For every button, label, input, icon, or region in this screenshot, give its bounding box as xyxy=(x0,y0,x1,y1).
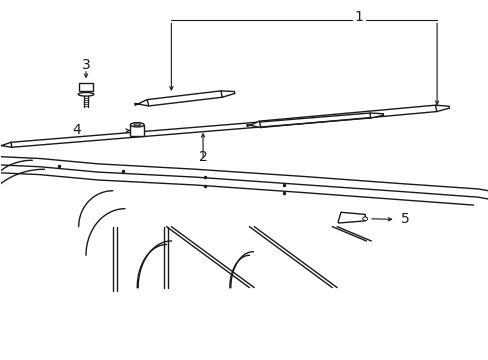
Circle shape xyxy=(362,217,367,221)
Polygon shape xyxy=(135,100,148,106)
Text: 3: 3 xyxy=(81,58,90,72)
Polygon shape xyxy=(435,105,448,112)
Polygon shape xyxy=(338,212,365,223)
Ellipse shape xyxy=(130,123,144,127)
Text: 2: 2 xyxy=(198,150,207,164)
Ellipse shape xyxy=(78,93,94,96)
Polygon shape xyxy=(0,142,12,147)
Bar xyxy=(79,83,93,91)
Text: 1: 1 xyxy=(354,10,363,24)
Polygon shape xyxy=(221,91,234,97)
Bar xyxy=(130,125,144,136)
Polygon shape xyxy=(246,121,260,127)
Ellipse shape xyxy=(134,124,141,126)
Polygon shape xyxy=(369,113,383,118)
Text: 5: 5 xyxy=(400,212,409,226)
Text: 4: 4 xyxy=(72,123,81,137)
